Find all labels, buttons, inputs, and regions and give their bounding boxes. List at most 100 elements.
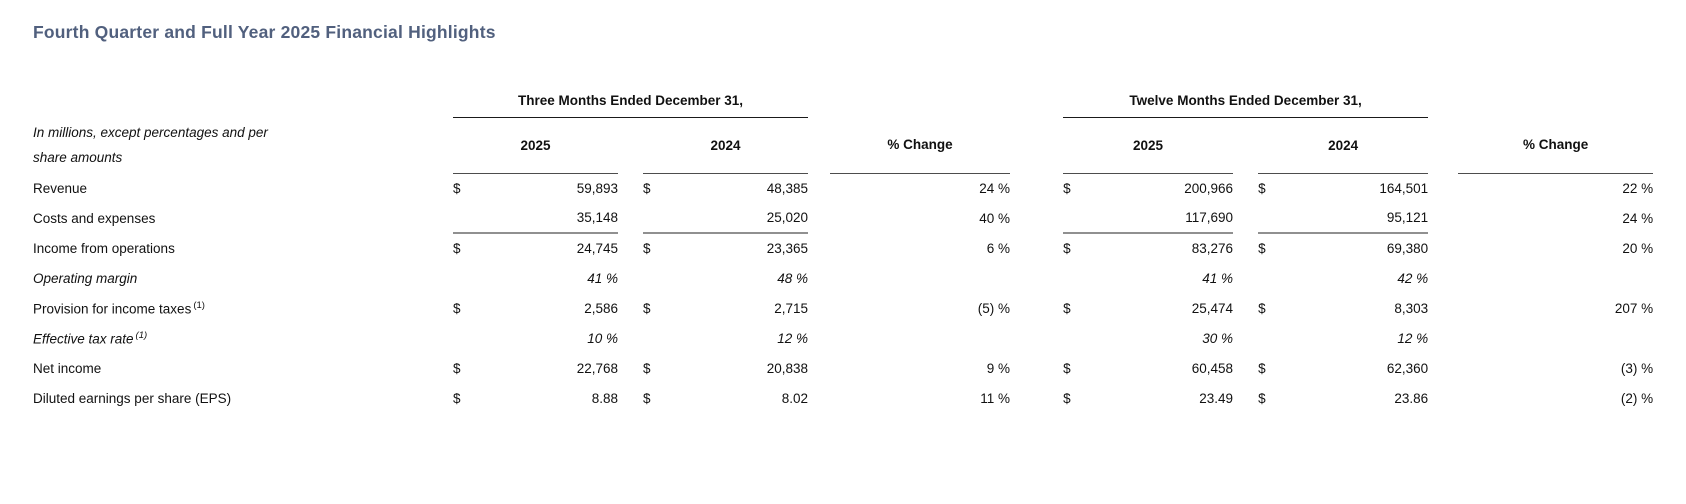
spacer	[1233, 353, 1258, 383]
spacer	[1233, 293, 1258, 323]
spacer	[808, 383, 830, 413]
cell-amount: 117,690	[1108, 203, 1234, 234]
spacer	[808, 263, 830, 293]
page-title: Fourth Quarter and Full Year 2025 Financ…	[33, 22, 496, 42]
spacer	[1233, 173, 1258, 203]
cell-percent: 12 %	[777, 330, 809, 346]
table-row-net-income: Net income $ 22,768 $ 20,838 9 % $ 60,45…	[33, 353, 1653, 383]
cell-pct-change	[830, 323, 1010, 353]
spacer	[618, 173, 643, 203]
cell-percent: 10 %	[587, 330, 618, 346]
spacer	[618, 353, 643, 383]
spacer	[618, 233, 643, 263]
cell-dollar: $	[453, 241, 461, 256]
spacer	[1010, 173, 1063, 203]
row-label: Revenue	[33, 180, 88, 196]
cell-amount: 83,276	[1191, 241, 1234, 256]
col-header-tw-pct-change: % Change	[1458, 117, 1654, 174]
spacer	[808, 353, 830, 383]
footnote-ref: (1)	[135, 329, 148, 341]
spacer	[1428, 233, 1458, 263]
row-label-text: Provision for income taxes	[33, 301, 192, 317]
cell-dollar: $	[1258, 241, 1266, 256]
cell-amount: 23.86	[1394, 390, 1429, 406]
cell-percent: 42 %	[1397, 270, 1429, 286]
col-header-tm-pct-change: % Change	[830, 117, 1011, 174]
row-label: Effective tax rate (1)	[33, 323, 453, 353]
cell-amount: 25,020	[688, 203, 809, 234]
spacer	[1458, 85, 1653, 117]
cell-dollar	[453, 203, 498, 234]
cell-dollar: $	[453, 390, 461, 406]
spacer	[1428, 383, 1458, 413]
financial-highlights-table: Three Months Ended December 31, Twelve M…	[33, 85, 1654, 413]
spacer	[1428, 203, 1458, 233]
cell-pct-change: 11 %	[980, 390, 1011, 406]
cell-dollar: $	[1258, 390, 1266, 406]
spacer	[1010, 203, 1063, 233]
cell-dollar: $	[1258, 180, 1266, 196]
cell-dollar: $	[1063, 241, 1071, 256]
cell-dollar: $	[643, 241, 651, 256]
cell-pct-change: (5) %	[977, 300, 1011, 316]
cell-amount: 48,385	[766, 180, 809, 196]
row-label: Net income	[33, 360, 102, 376]
table-row-revenue: Revenue $ 59,893 $ 48,385 24 % $ 200,966…	[33, 173, 1653, 203]
spacer	[618, 263, 643, 293]
spacer	[618, 383, 643, 413]
cell-pct-change: 6 %	[986, 240, 1011, 256]
row-label: Provision for income taxes (1)	[33, 293, 453, 323]
spacer	[808, 233, 830, 263]
spacer	[1233, 233, 1258, 263]
cell-dollar: $	[453, 360, 461, 376]
spacer	[830, 85, 1010, 117]
spacer	[1428, 353, 1458, 383]
cell-pct-change: 20 %	[1622, 240, 1654, 256]
cell-pct-change	[1458, 263, 1653, 293]
spacer	[1010, 117, 1063, 173]
spacer	[1010, 293, 1063, 323]
cell-dollar: $	[1258, 360, 1266, 376]
table-row-effective-tax-rate: Effective tax rate (1) 10 % 12 % 30 % 12 …	[33, 323, 1653, 353]
cell-dollar: $	[643, 360, 651, 376]
col-header-tw-2024: 2024	[1258, 117, 1429, 174]
row-label: Income from operations	[33, 240, 175, 256]
spacer	[1233, 323, 1258, 353]
cell-dollar	[1063, 203, 1109, 234]
spacer	[1233, 263, 1258, 293]
spacer	[1010, 353, 1063, 383]
spacer	[618, 293, 643, 323]
cell-pct-change: 24 %	[979, 180, 1011, 196]
spacer	[1010, 383, 1063, 413]
spacer	[618, 117, 643, 173]
spacer	[808, 293, 830, 323]
row-label-text: Effective tax rate	[33, 331, 134, 347]
group-header-row: Three Months Ended December 31, Twelve M…	[33, 85, 1653, 118]
column-header-row: In millions, except percentages and per …	[33, 117, 1654, 174]
cell-dollar: $	[643, 180, 651, 196]
table-row-income-from-operations: Income from operations $ 24,745 $ 23,365…	[33, 233, 1653, 263]
cell-amount: 22,768	[576, 360, 618, 376]
table-caption-text: In millions, except percentages and per …	[33, 125, 268, 165]
cell-percent: 12 %	[1397, 330, 1429, 346]
cell-percent: 41 %	[1202, 270, 1234, 286]
spacer	[618, 323, 643, 353]
cell-percent: 48 %	[777, 270, 809, 286]
cell-amount: 8.88	[591, 390, 618, 406]
spacer	[1428, 173, 1458, 203]
spacer	[1428, 263, 1458, 293]
spacer	[1010, 323, 1063, 353]
cell-amount: 2,715	[774, 300, 809, 316]
cell-amount: 20,838	[766, 360, 809, 376]
spacer	[1428, 293, 1458, 323]
cell-amount: 24,745	[576, 241, 618, 256]
group-header-twelve-months: Twelve Months Ended December 31,	[1063, 85, 1429, 118]
cell-pct-change: 9 %	[986, 360, 1011, 376]
cell-dollar: $	[643, 300, 651, 316]
cell-amount: 164,501	[1379, 180, 1429, 196]
row-label: Operating margin	[33, 270, 138, 286]
cell-amount: 200,966	[1184, 180, 1234, 196]
cell-dollar: $	[1063, 360, 1071, 376]
cell-amount: 2,586	[584, 300, 618, 316]
spacer	[1010, 233, 1063, 263]
